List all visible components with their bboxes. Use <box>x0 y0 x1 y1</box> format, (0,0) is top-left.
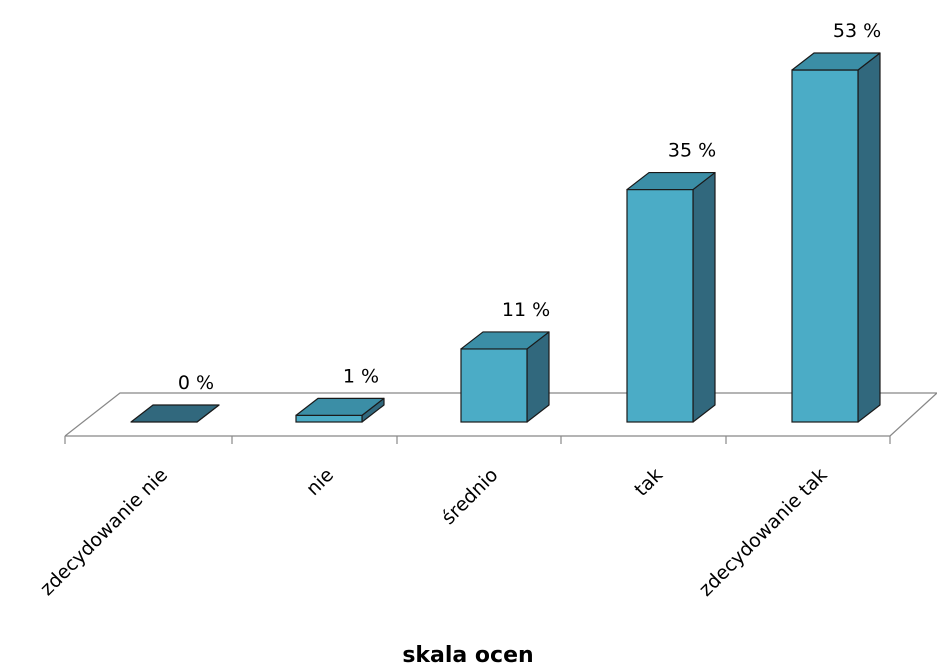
x-axis-tick-label: zdecydowanie tak <box>695 464 832 601</box>
data-label: 1 % <box>343 365 379 387</box>
bar-top-face <box>130 404 220 423</box>
bar <box>791 52 881 423</box>
data-label: 53 % <box>833 20 881 42</box>
data-labels: 0 % 1 % 11 % 35 % 53 % <box>178 20 881 394</box>
bar-top-face <box>460 331 550 350</box>
bar-front-face <box>626 188 694 423</box>
bar-front-face <box>791 69 859 423</box>
x-axis-title: skala ocen <box>402 643 533 668</box>
bar-top-face <box>295 397 385 416</box>
bar-top-face <box>626 171 716 191</box>
x-axis-tick-label: średnio <box>437 464 502 529</box>
data-label: 0 % <box>178 372 214 394</box>
x-axis-tick-labels: zdecydowanie nie nie średnio tak zdecydowani… <box>36 464 832 601</box>
bar-top-face <box>791 52 881 71</box>
data-label: 35 % <box>668 140 716 162</box>
bar-side-face <box>692 171 716 423</box>
bars <box>130 52 881 423</box>
bar-front-face <box>295 414 363 423</box>
x-axis-tick-label: nie <box>302 464 338 500</box>
bar <box>130 404 220 423</box>
bar-front-face <box>460 348 528 423</box>
bar-side-face <box>857 52 881 423</box>
x-axis-tick-label: tak <box>630 464 667 501</box>
data-label: 11 % <box>502 299 550 321</box>
bar <box>626 171 716 423</box>
x-axis-tick-label: zdecydowanie nie <box>36 464 172 600</box>
bar <box>460 331 550 423</box>
x-axis-ticks <box>64 436 891 444</box>
bar <box>295 397 385 423</box>
